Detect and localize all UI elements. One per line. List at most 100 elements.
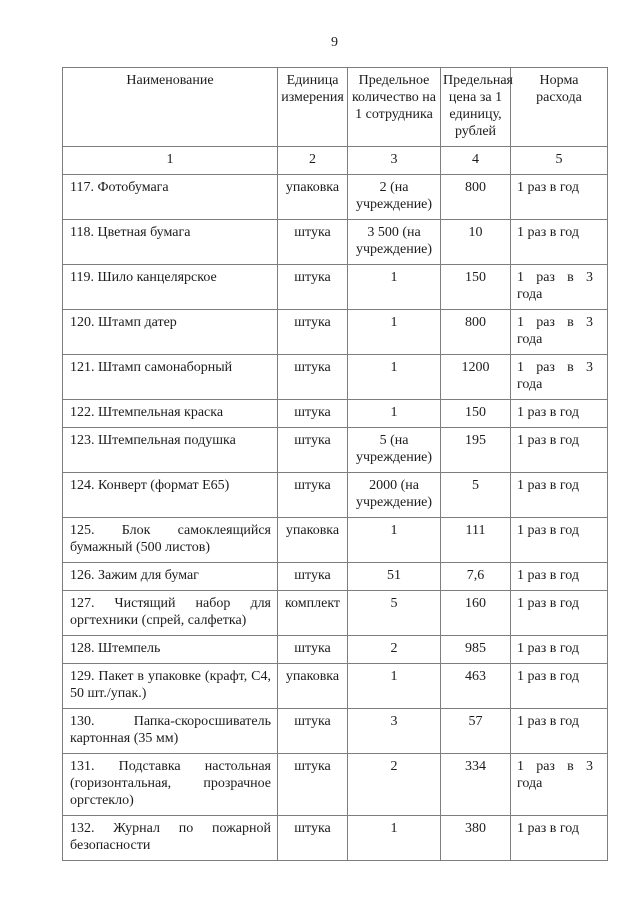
- supplies-norms-table: Наименование Единица измерения Предельно…: [62, 67, 608, 861]
- norm-cell: 1 раз в год: [510, 562, 608, 591]
- table-body: 117. Фотобумага упаковка 2 (на учреждение)…: [62, 174, 608, 861]
- quantity-cell: 3: [347, 708, 441, 754]
- item-name-cell: 132. Журнал по пожарной безопасности: [62, 815, 278, 861]
- price-cell: 5: [440, 472, 511, 518]
- item-name-cell: 122. Штемпельная краска: [62, 399, 278, 428]
- table-row: 125. Блок самоклеящийся бумажный (500 ли…: [62, 517, 608, 563]
- quantity-cell: 3 500 (на учреждение): [347, 219, 441, 265]
- unit-cell: упаковка: [277, 663, 348, 709]
- column-number: 2: [277, 146, 348, 175]
- quantity-cell: 5: [347, 590, 441, 636]
- norm-cell: 1 раз в год: [510, 472, 608, 518]
- table-row: 126. Зажим для бумаг штука 51 7,6 1 раз в го…: [62, 562, 608, 591]
- unit-cell: комплект: [277, 590, 348, 636]
- unit-cell: штука: [277, 427, 348, 473]
- header-row: Наименование Единица измерения Предельно…: [62, 67, 608, 147]
- price-cell: 1200: [440, 354, 511, 400]
- table-row: 118. Цветная бумага штука 3 500 (на учрежд…: [62, 219, 608, 265]
- unit-cell: штука: [277, 219, 348, 265]
- unit-cell: штука: [277, 264, 348, 310]
- table-header: Наименование Единица измерения Предельно…: [62, 67, 608, 175]
- column-number: 5: [510, 146, 608, 175]
- header-consumption-rate: Норма расхода: [510, 67, 608, 147]
- unit-cell: упаковка: [277, 174, 348, 220]
- table-row: 129. Пакет в упаковке (крафт, С4, 50 шт.…: [62, 663, 608, 709]
- unit-cell: штука: [277, 753, 348, 816]
- quantity-cell: 2: [347, 635, 441, 664]
- item-name-cell: 127. Чистящий набор для оргтехники (спре…: [62, 590, 278, 636]
- item-name-cell: 124. Конверт (формат Е65): [62, 472, 278, 518]
- table-row: 132. Журнал по пожарной безопасности штук…: [62, 815, 608, 861]
- quantity-cell: 1: [347, 663, 441, 709]
- unit-cell: штука: [277, 472, 348, 518]
- price-cell: 7,6: [440, 562, 511, 591]
- document-page: 9 Наименование Единица измерения Предель…: [0, 34, 640, 906]
- table-row: 128. Штемпель штука 2 985 1 раз в год: [62, 635, 608, 664]
- price-cell: 463: [440, 663, 511, 709]
- table-row: 131. Подставка настольная (горизонтальна…: [62, 753, 608, 816]
- price-cell: 380: [440, 815, 511, 861]
- quantity-cell: 1: [347, 517, 441, 563]
- unit-cell: штука: [277, 399, 348, 428]
- price-cell: 195: [440, 427, 511, 473]
- norm-cell: 1 раз в год: [510, 708, 608, 754]
- norm-cell: 1 раз в год: [510, 174, 608, 220]
- norm-cell: 1 раз в 3 года: [510, 264, 608, 310]
- quantity-cell: 5 (на учреждение): [347, 427, 441, 473]
- quantity-cell: 1: [347, 399, 441, 428]
- norm-cell: 1 раз в год: [510, 635, 608, 664]
- column-number-row: 1 2 3 4 5: [62, 146, 608, 175]
- item-name-cell: 126. Зажим для бумаг: [62, 562, 278, 591]
- item-name-cell: 131. Подставка настольная (горизонтальна…: [62, 753, 278, 816]
- item-name-cell: 128. Штемпель: [62, 635, 278, 664]
- quantity-cell: 1: [347, 354, 441, 400]
- table-row: 120. Штамп датер штука 1 800 1 раз в 3 года: [62, 309, 608, 355]
- norm-cell: 1 раз в год: [510, 590, 608, 636]
- quantity-cell: 2000 (на учреждение): [347, 472, 441, 518]
- item-name-cell: 120. Штамп датер: [62, 309, 278, 355]
- norm-cell: 1 раз в 3 года: [510, 309, 608, 355]
- header-max-quantity: Предельное количество на 1 сотрудника: [347, 67, 441, 147]
- quantity-cell: 1: [347, 309, 441, 355]
- norm-cell: 1 раз в год: [510, 399, 608, 428]
- table-row: 123. Штемпельная подушка штука 5 (на учреж…: [62, 427, 608, 473]
- item-name-cell: 121. Штамп самонаборный: [62, 354, 278, 400]
- quantity-cell: 2 (на учреждение): [347, 174, 441, 220]
- price-cell: 800: [440, 174, 511, 220]
- page-number: 9: [331, 35, 338, 50]
- header-max-price: Предельная цена за 1 единицу, рублей: [440, 67, 513, 147]
- table-row: 117. Фотобумага упаковка 2 (на учреждение)…: [62, 174, 608, 220]
- column-number: 4: [440, 146, 511, 175]
- header-name: Наименование: [62, 67, 278, 147]
- item-name-cell: 118. Цветная бумага: [62, 219, 278, 265]
- price-cell: 111: [440, 517, 511, 563]
- unit-cell: штука: [277, 635, 348, 664]
- table-row: 127. Чистящий набор для оргтехники (спре…: [62, 590, 608, 636]
- column-number: 3: [347, 146, 441, 175]
- table-row: 130. Папка-скоросшиватель картонная (35 …: [62, 708, 608, 754]
- header-unit: Единица измерения: [277, 67, 348, 147]
- table-row: 119. Шило канцелярское штука 1 150 1 раз в 3…: [62, 264, 608, 310]
- norm-cell: 1 раз в год: [510, 219, 608, 265]
- item-name-cell: 125. Блок самоклеящийся бумажный (500 ли…: [62, 517, 278, 563]
- item-name-cell: 119. Шило канцелярское: [62, 264, 278, 310]
- price-cell: 10: [440, 219, 511, 265]
- unit-cell: упаковка: [277, 517, 348, 563]
- price-cell: 334: [440, 753, 511, 816]
- quantity-cell: 2: [347, 753, 441, 816]
- norm-cell: 1 раз в 3 года: [510, 354, 608, 400]
- item-name-cell: 123. Штемпельная подушка: [62, 427, 278, 473]
- unit-cell: штука: [277, 708, 348, 754]
- norm-cell: 1 раз в год: [510, 517, 608, 563]
- quantity-cell: 1: [347, 815, 441, 861]
- item-name-cell: 117. Фотобумага: [62, 174, 278, 220]
- item-name-cell: 130. Папка-скоросшиватель картонная (35 …: [62, 708, 278, 754]
- unit-cell: штука: [277, 354, 348, 400]
- unit-cell: штука: [277, 562, 348, 591]
- price-cell: 985: [440, 635, 511, 664]
- quantity-cell: 1: [347, 264, 441, 310]
- column-number: 1: [62, 146, 278, 175]
- table-row: 121. Штамп самонаборный штука 1 1200 1 раз в…: [62, 354, 608, 400]
- norm-cell: 1 раз в год: [510, 663, 608, 709]
- item-name-cell: 129. Пакет в упаковке (крафт, С4, 50 шт.…: [62, 663, 278, 709]
